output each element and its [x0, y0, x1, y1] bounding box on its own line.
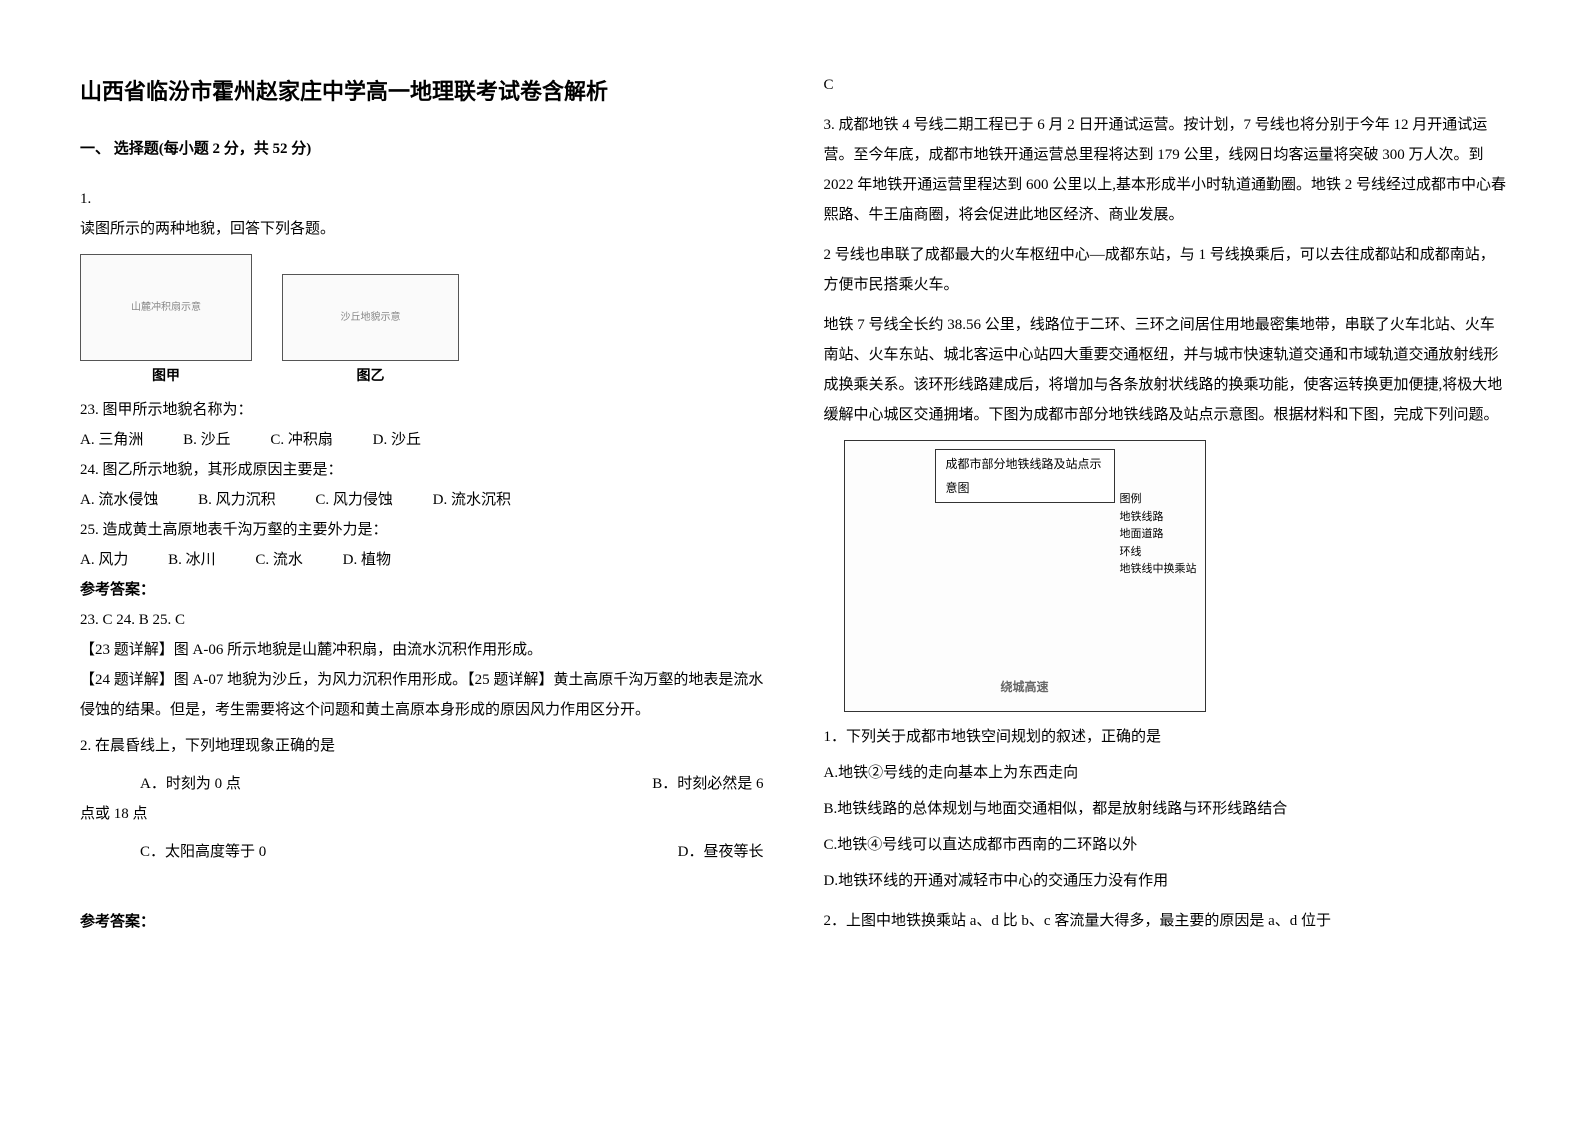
q2-opt-c: C．太阳高度等于 0: [140, 837, 678, 867]
legend-title: 图例: [1120, 491, 1197, 509]
q1-number: 1.: [80, 184, 764, 214]
q2-answer: C: [824, 70, 1508, 100]
right-column: C 3. 成都地铁 4 号线二期工程已于 6 月 2 日开通试运营。按计划，7 …: [794, 40, 1538, 1082]
q2-opt-d: D．昼夜等长: [678, 837, 764, 867]
q1-sub23-d: D. 沙丘: [373, 425, 421, 455]
q1-answer-line: 23. C 24. B 25. C: [80, 605, 764, 635]
q3-sub1-d: D.地铁环线的开通对减轻市中心的交通压力没有作用: [824, 866, 1508, 896]
q1-sub25-a: A. 风力: [80, 545, 128, 575]
q1-sub25-options: A. 风力 B. 冰川 C. 流水 D. 植物: [80, 545, 764, 575]
q1-sub23-options: A. 三角洲 B. 沙丘 C. 冲积扇 D. 沙丘: [80, 425, 764, 455]
legend-item-2: 环线: [1120, 544, 1197, 562]
q3-sub1-c: C.地铁④号线可以直达成都市西南的二环路以外: [824, 830, 1508, 860]
q1-sub23: 23. 图甲所示地貌名称为：: [80, 395, 764, 425]
section-1-heading: 一、 选择题(每小题 2 分，共 52 分): [80, 134, 764, 164]
q1-sub25: 25. 造成黄土高原地表千沟万壑的主要外力是：: [80, 515, 764, 545]
exam-title: 山西省临汾市霍州赵家庄中学高一地理联考试卷含解析: [80, 70, 764, 114]
question-1: 1. 读图所示的两种地貌，回答下列各题。 山麓冲积扇示意 图甲 沙丘地貌示意 图…: [80, 184, 764, 725]
question-2: 2. 在晨昏线上，下列地理现象正确的是 A．时刻为 0 点 B．时刻必然是 6 …: [80, 731, 764, 937]
q2-opt-b-cont: 点或 18 点: [80, 799, 764, 829]
q1-explain-24-25: 【24 题详解】图 A-07 地貌为沙丘，为风力沉积作用形成。【25 题详解】黄…: [80, 665, 764, 725]
q3-sub2: 2．上图中地铁换乘站 a、d 比 b、c 客流量大得多，最主要的原因是 a、d …: [824, 906, 1508, 936]
legend-item-3: 地铁线中换乘站: [1120, 561, 1197, 579]
q1-sub25-b: B. 冰川: [168, 545, 216, 575]
q1-answer-label: 参考答案：: [80, 575, 764, 605]
q3-stem-p3: 地铁 7 号线全长约 38.56 公里，线路位于二环、三环之间居住用地最密集地带…: [824, 310, 1508, 430]
q3-sub1: 1．下列关于成都市地铁空间规划的叙述，正确的是: [824, 722, 1508, 752]
question-3: 3. 成都地铁 4 号线二期工程已于 6 月 2 日开通试运营。按计划，7 号线…: [824, 110, 1508, 936]
q1-sub24: 24. 图乙所示地貌，其形成原因主要是：: [80, 455, 764, 485]
legend-item-0: 地铁线路: [1120, 509, 1197, 527]
legend-item-1: 地面道路: [1120, 526, 1197, 544]
q1-image-row: 山麓冲积扇示意 图甲 沙丘地貌示意 图乙: [80, 254, 764, 391]
q3-stem-p1: 3. 成都地铁 4 号线二期工程已于 6 月 2 日开通试运营。按计划，7 号线…: [824, 110, 1508, 230]
q1-sub24-d: D. 流水沉积: [433, 485, 511, 515]
q1-sub24-a: A. 流水侵蚀: [80, 485, 158, 515]
q1-image-2: 沙丘地貌示意: [282, 274, 459, 361]
q2-options-row2: C．太阳高度等于 0 D．昼夜等长: [80, 837, 764, 867]
q1-sub24-b: B. 风力沉积: [198, 485, 276, 515]
q2-options-row1: A．时刻为 0 点 B．时刻必然是 6: [80, 769, 764, 799]
q3-map-legend: 图例 地铁线路 地面道路 环线 地铁线中换乘站: [1120, 491, 1197, 579]
q3-sub1-b: B.地铁线路的总体规划与地面交通相似，都是放射线路与环形线路结合: [824, 794, 1508, 824]
q1-image-2-wrap: 沙丘地貌示意 图乙: [282, 274, 459, 391]
q1-sub25-c: C. 流水: [255, 545, 303, 575]
q2-opt-b: B．时刻必然是 6: [652, 769, 763, 799]
q1-stem: 读图所示的两种地貌，回答下列各题。: [80, 214, 764, 244]
q1-image-2-alt: 沙丘地貌示意: [341, 308, 401, 328]
q1-sub23-a: A. 三角洲: [80, 425, 143, 455]
q1-sub24-c: C. 风力侵蚀: [315, 485, 393, 515]
q3-map-title: 成都市部分地铁线路及站点示意图: [935, 449, 1115, 503]
q2-stem: 2. 在晨昏线上，下列地理现象正确的是: [80, 731, 764, 761]
q1-image-1-wrap: 山麓冲积扇示意 图甲: [80, 254, 252, 391]
q1-sub23-b: B. 沙丘: [183, 425, 231, 455]
q3-stem-p2: 2 号线也串联了成都最大的火车枢纽中心—成都东站，与 1 号线换乘后，可以去往成…: [824, 240, 1508, 300]
q1-image-1: 山麓冲积扇示意: [80, 254, 252, 361]
left-column: 山西省临汾市霍州赵家庄中学高一地理联考试卷含解析 一、 选择题(每小题 2 分，…: [50, 40, 794, 1082]
q1-sub25-d: D. 植物: [343, 545, 391, 575]
q1-image-1-caption: 图甲: [80, 363, 252, 391]
q3-map: 成都市部分地铁线路及站点示意图 图例 地铁线路 地面道路 环线 地铁线中换乘站 …: [844, 440, 1206, 712]
q3-map-road-label: 绕城高速: [1000, 675, 1048, 699]
q1-image-1-alt: 山麓冲积扇示意: [131, 298, 201, 318]
q2-answer-label: 参考答案：: [80, 907, 764, 937]
q1-image-2-caption: 图乙: [282, 363, 459, 391]
q1-explain-23: 【23 题详解】图 A-06 所示地貌是山麓冲积扇，由流水沉积作用形成。: [80, 635, 764, 665]
q1-sub23-c: C. 冲积扇: [270, 425, 333, 455]
q2-opt-a: A．时刻为 0 点: [140, 769, 652, 799]
q1-sub24-options: A. 流水侵蚀 B. 风力沉积 C. 风力侵蚀 D. 流水沉积: [80, 485, 764, 515]
q3-sub1-a: A.地铁②号线的走向基本上为东西走向: [824, 758, 1508, 788]
